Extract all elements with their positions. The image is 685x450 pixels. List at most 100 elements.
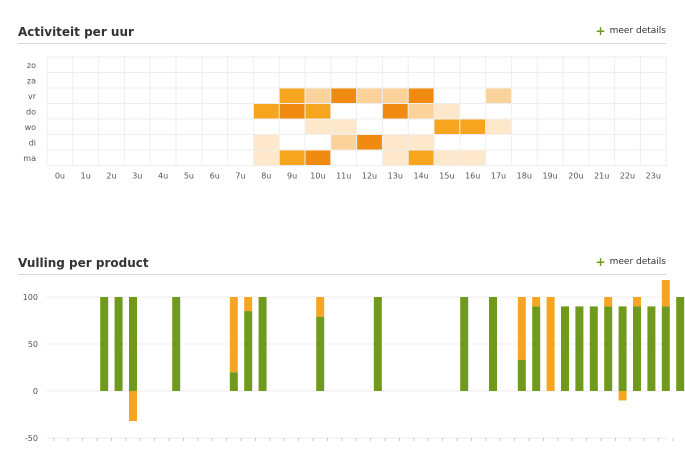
- heatmap-cell: [253, 150, 280, 166]
- heatmap-day-label: do: [26, 107, 36, 116]
- heatmap-day-label: ma: [23, 154, 36, 163]
- bar: [129, 297, 137, 391]
- heatmap-cell: [382, 88, 409, 104]
- heatmap-cell: [356, 88, 383, 104]
- heatmap-hour-label: 6u: [210, 172, 220, 181]
- activity-section-header: Activiteit per uur + meer details: [18, 25, 666, 44]
- heatmap-hour-label: 20u: [568, 172, 583, 181]
- bar: [604, 297, 613, 307]
- heatmap-cell: [253, 103, 280, 119]
- heatmap-cell: [279, 88, 305, 104]
- heatmap-hour-label: 9u: [287, 172, 297, 181]
- activity-details-link[interactable]: + meer details: [595, 23, 666, 38]
- bar: [489, 297, 497, 391]
- bar: [258, 297, 267, 391]
- heatmap-day-label: za: [27, 76, 36, 85]
- bar: [618, 306, 627, 391]
- fill-section-title: Vulling per product: [18, 256, 149, 270]
- bar: [546, 297, 555, 391]
- bar: [517, 359, 526, 391]
- fill-details-label: meer details: [609, 257, 666, 267]
- heatmap-cell: [408, 88, 434, 104]
- activity-section-title: Activiteit per uur: [18, 25, 134, 39]
- bar: [532, 306, 541, 391]
- bar-ytick-label: 50: [28, 340, 38, 349]
- bar: [633, 297, 641, 307]
- heatmap-hour-label: 22u: [620, 172, 635, 181]
- heatmap-cell: [330, 134, 357, 150]
- bar: [561, 306, 569, 391]
- heatmap-cell: [485, 119, 512, 135]
- bar: [661, 280, 670, 307]
- heatmap-day-label: di: [29, 138, 36, 147]
- plus-icon: +: [595, 254, 606, 269]
- heatmap-cell: [279, 150, 305, 166]
- heatmap-hour-label: 21u: [594, 172, 609, 181]
- heatmap-hour-label: 1u: [81, 172, 91, 181]
- bar: [316, 297, 325, 317]
- bar: [229, 372, 238, 391]
- bar: [633, 306, 641, 391]
- heatmap-hour-label: 13u: [388, 172, 403, 181]
- activity-heatmap: zo za vr do wo di ma 0u 1u 2u 3u 4u 5u 6u 7u 8u 9u 10u 11u…: [23, 56, 667, 181]
- activity-details-label: meer details: [609, 26, 666, 36]
- bar-ytick-label: 0: [33, 387, 38, 396]
- heatmap-cell: [408, 150, 434, 166]
- heatmap-hour-label: 3u: [132, 172, 142, 181]
- bar-ytick-label: -50: [25, 434, 38, 443]
- heatmap-hour-label: 11u: [336, 172, 351, 181]
- fill-details-link[interactable]: + meer details: [595, 254, 666, 269]
- heatmap-cell: [330, 119, 357, 135]
- bar: [460, 297, 469, 391]
- heatmap-cell: [305, 150, 331, 166]
- fill-section-header: Vulling per product + meer details: [18, 256, 666, 275]
- heatmap-hour-label: 18u: [517, 172, 532, 181]
- heatmap-hour-label: 16u: [465, 172, 480, 181]
- heatmap-hour-label: 15u: [439, 172, 454, 181]
- heatmap-cell: [356, 134, 383, 150]
- heatmap-hour-label: 23u: [646, 172, 661, 181]
- heatmap-hour-label: 4u: [158, 172, 168, 181]
- plus-icon: +: [595, 23, 606, 38]
- bar: [244, 311, 253, 391]
- heatmap-cell: [408, 103, 434, 119]
- bar: [575, 306, 584, 391]
- heatmap-hour-label: 12u: [362, 172, 377, 181]
- heatmap-hour-label: 5u: [184, 172, 194, 181]
- bar: [618, 391, 627, 401]
- heatmap-cell: [279, 103, 305, 119]
- heatmap-cell: [382, 134, 409, 150]
- heatmap-day-label: vr: [28, 92, 37, 101]
- heatmap-hour-label: 0u: [55, 172, 65, 181]
- bar: [604, 306, 613, 391]
- heatmap-hour-label: 10u: [310, 172, 325, 181]
- heatmap-cell: [253, 134, 280, 150]
- heatmap-day-label: zo: [27, 61, 36, 70]
- bar: [100, 297, 109, 391]
- bar: [373, 297, 382, 391]
- heatmap-cell: [485, 88, 512, 104]
- heatmap-cell: [434, 103, 460, 119]
- bar: [114, 297, 123, 391]
- heatmap-cell: [305, 119, 331, 135]
- bar: [244, 297, 253, 312]
- heatmap-day-label: wo: [25, 123, 37, 132]
- bar: [589, 306, 598, 391]
- heatmap-cell: [434, 150, 460, 166]
- fill-bar-chart: 100 50 0 -50: [23, 280, 685, 443]
- bar: [517, 297, 526, 360]
- heatmap-hour-label: 7u: [235, 172, 245, 181]
- bar: [647, 306, 656, 391]
- bar: [532, 297, 541, 307]
- bar: [129, 391, 137, 422]
- heatmap-cell: [408, 134, 434, 150]
- heatmap-cell: [305, 103, 331, 119]
- heatmap-hour-label: 17u: [491, 172, 506, 181]
- heatmap-cell: [330, 88, 357, 104]
- heatmap-cell: [434, 119, 460, 135]
- bar: [316, 316, 325, 391]
- bar: [229, 297, 238, 373]
- heatmap-hour-label: 8u: [261, 172, 271, 181]
- bar: [676, 297, 685, 391]
- heatmap-cell: [459, 150, 486, 166]
